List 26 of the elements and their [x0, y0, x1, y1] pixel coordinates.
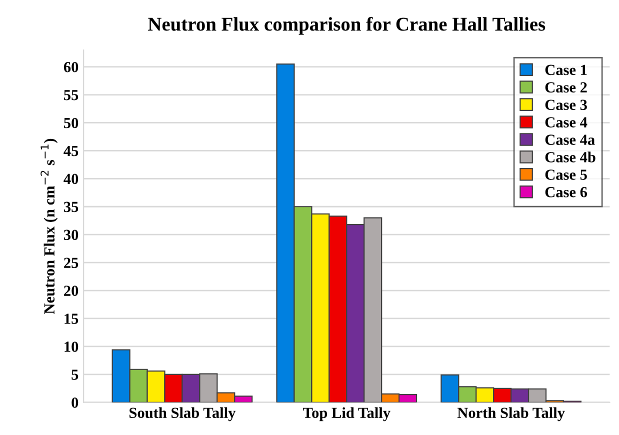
legend-label: Case 5: [545, 170, 587, 180]
y-tick-label: 55: [64, 90, 78, 100]
legend-label: Case 1: [545, 64, 587, 76]
y-axis-title: Neutron Flux (n cm$^{−2}$ s$^{−1}$): [40, 138, 58, 314]
x-tick-label: South Slab Tally: [130, 407, 236, 422]
legend-label: Case 4b: [545, 152, 596, 162]
y-tick-label: 5: [72, 370, 78, 380]
x-tick-label: Top Lid Tally: [302, 407, 390, 422]
legend-label: Case 4: [545, 117, 588, 128]
y-tick-label: 15: [64, 314, 78, 324]
legend-label: Case 3: [545, 100, 587, 110]
legend-label: Case 6: [545, 187, 588, 198]
y-tick-label: 60: [64, 62, 78, 72]
legend-label: Case 2: [545, 82, 587, 93]
y-tick-label: 10: [64, 342, 78, 352]
y-tick-label: 0: [72, 398, 78, 408]
x-tick-label: North Slab Tally: [457, 407, 565, 422]
y-tick-label: 40: [64, 174, 78, 184]
y-tick-label: 50: [64, 118, 78, 128]
y-tick-label: 25: [64, 258, 78, 268]
legend-label: Case 4a: [545, 134, 595, 145]
y-tick-label: 35: [64, 202, 78, 212]
y-tick-label: 20: [64, 286, 78, 296]
y-tick-label: 45: [64, 146, 78, 156]
y-tick-label: 30: [64, 230, 78, 240]
chart-title: Neutron Flux comparison for Crane Hall Tallies: [148, 16, 546, 35]
